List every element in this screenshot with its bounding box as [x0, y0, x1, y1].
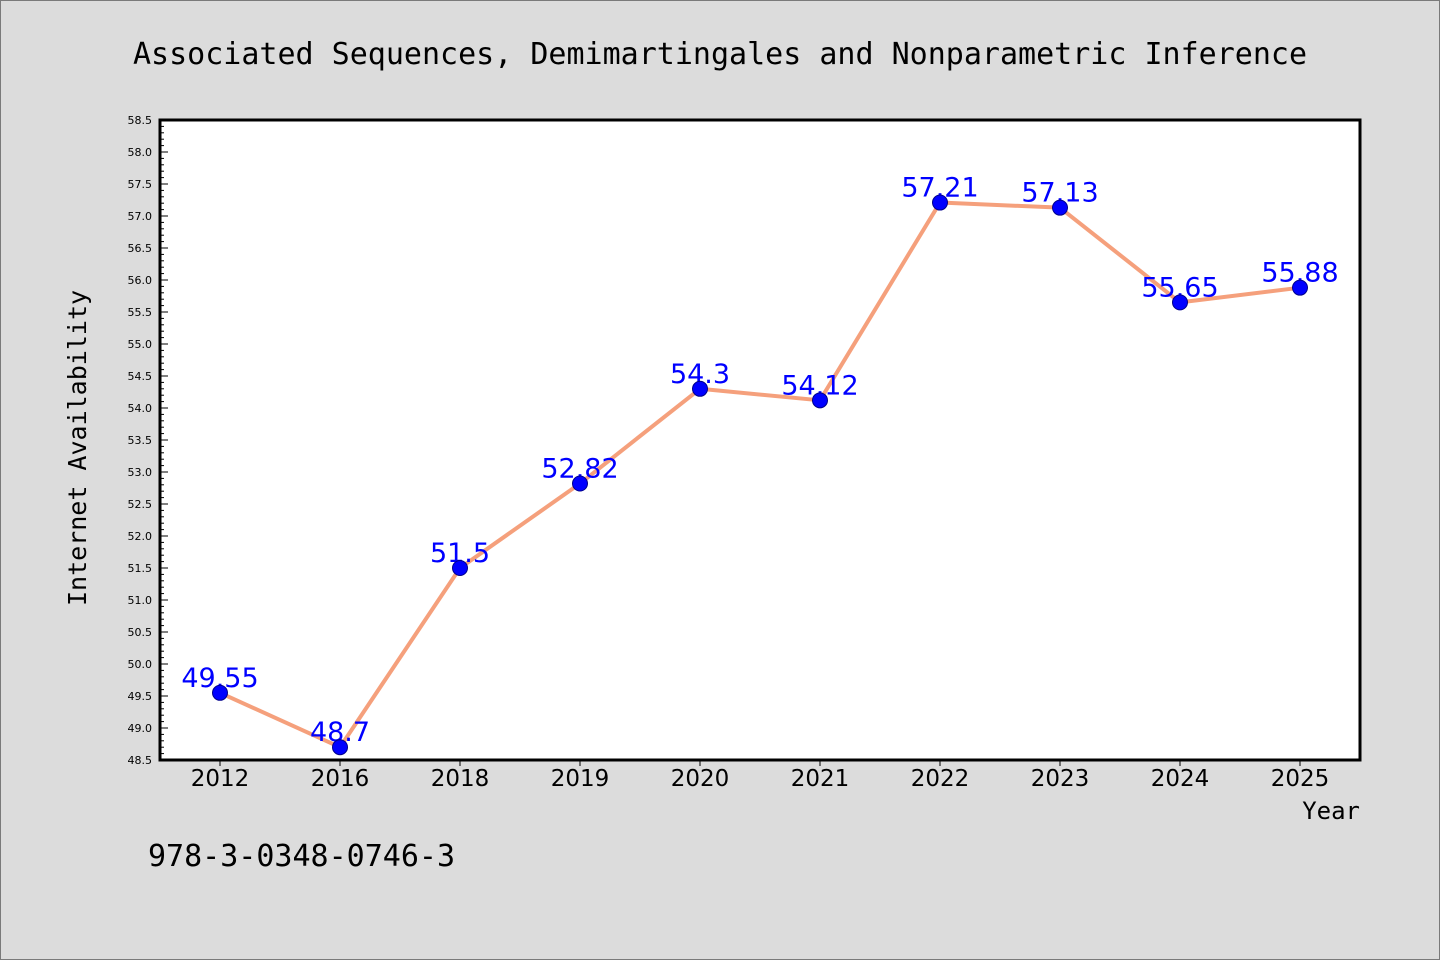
data-point [812, 392, 828, 409]
y-tick-label: 48.5 [128, 754, 153, 767]
y-tick-label: 49.0 [128, 722, 153, 735]
y-tick-label: 57.5 [128, 178, 153, 191]
data-point [572, 475, 588, 492]
y-tick-label: 58.5 [128, 114, 153, 127]
y-tick-label: 58.0 [128, 146, 153, 159]
plot-border [158, 118, 1362, 762]
data-point [452, 560, 468, 576]
data-point [212, 684, 228, 701]
x-tick-label: 2025 [1271, 766, 1330, 792]
series-line [218, 200, 1302, 750]
y-tick-label: 55.5 [128, 306, 153, 319]
data-point [692, 380, 708, 397]
y-tick-label: 53.0 [128, 466, 153, 479]
y-tick-label: 56.5 [128, 242, 153, 255]
x-tick-label: 2016 [311, 766, 370, 792]
x-axis: 2012 2016 2018 2019 2020 2021 2022 2023 2024 2025 [191, 760, 1330, 792]
y-tick-label: 57.0 [128, 210, 153, 223]
x-tick-label: 2022 [911, 766, 970, 792]
y-tick-label: 50.0 [128, 658, 153, 671]
x-tick-label: 2018 [431, 766, 490, 792]
data-point [1172, 294, 1188, 311]
x-tick-label: 2012 [191, 766, 250, 792]
x-tick-label: 2019 [551, 766, 610, 792]
data-point [1052, 199, 1068, 216]
y-tick-label: 55.0 [128, 338, 153, 351]
y-tick-label: 49.5 [128, 690, 153, 703]
x-axis-label: Year [1302, 797, 1360, 825]
y-tick-label: 51.5 [128, 562, 153, 575]
y-tick-label: 51.0 [128, 594, 153, 607]
y-tick-label: 53.5 [128, 434, 153, 447]
data-point [1292, 279, 1308, 296]
x-tick-label: 2021 [791, 766, 850, 792]
x-tick-label: 2023 [1031, 766, 1090, 792]
plot-area [160, 120, 1360, 760]
data-point [932, 194, 948, 211]
data-point [332, 739, 348, 756]
y-tick-label: 54.0 [128, 402, 153, 415]
x-tick-label: 2024 [1151, 766, 1210, 792]
y-axis-label: Internet Availability [63, 290, 92, 606]
x-tick-label: 2020 [671, 766, 730, 792]
y-tick-label: 56.0 [128, 274, 153, 287]
y-tick-label: 54.5 [128, 370, 153, 383]
chart-title: Associated Sequences, Demimartingales an… [133, 37, 1307, 72]
y-tick-label: 50.5 [128, 626, 153, 639]
footer-code: 978-3-0348-0746-3 [148, 839, 455, 874]
y-tick-label: 52.0 [128, 530, 153, 543]
y-tick-label: 52.5 [128, 498, 153, 511]
y-axis: 48.5 49.0 49.5 50.0 50.5 51.0 51.5 52.0 52.5 53.0… [128, 114, 168, 767]
